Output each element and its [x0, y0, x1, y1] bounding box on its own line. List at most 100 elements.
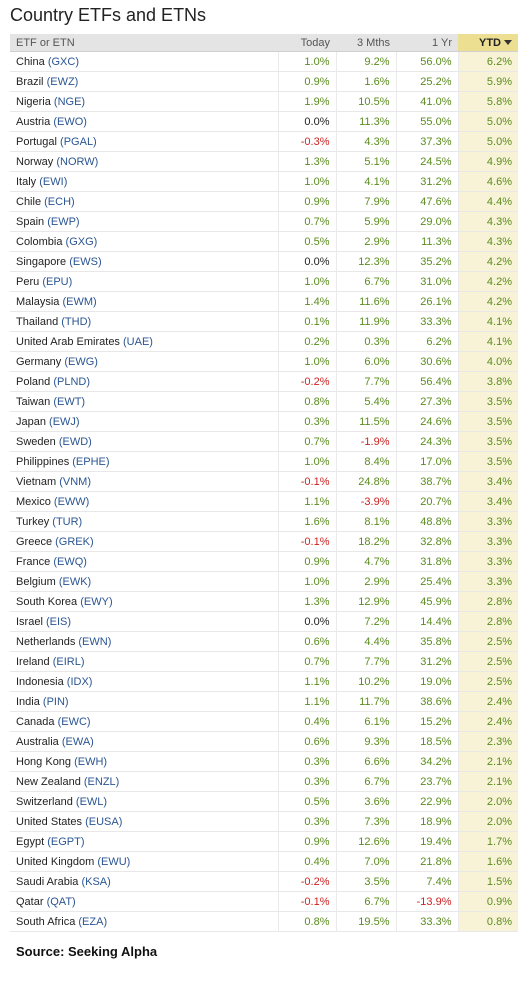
ticker-link[interactable]: (EWN): [78, 635, 112, 648]
ticker-link[interactable]: (EWS): [69, 255, 102, 268]
table-row[interactable]: New Zealand (ENZL) 0.3% 6.7% 23.7% 2.1%: [10, 771, 518, 792]
ticker-link[interactable]: (EWY): [80, 595, 113, 608]
table-row[interactable]: Spain (EWP) 0.7% 5.9% 29.0% 4.3%: [10, 211, 518, 232]
table-row[interactable]: Canada (EWC) 0.4% 6.1% 15.2% 2.4%: [10, 711, 518, 732]
table-row[interactable]: Malaysia (EWM) 1.4% 11.6% 26.1% 4.2%: [10, 291, 518, 312]
table-row[interactable]: Hong Kong (EWH) 0.3% 6.6% 34.2% 2.1%: [10, 751, 518, 772]
ticker-link[interactable]: (EWT): [53, 395, 86, 408]
table-row[interactable]: Chile (ECH) 0.9% 7.9% 47.6% 4.4%: [10, 191, 518, 212]
ticker-link[interactable]: (EWD): [58, 435, 92, 448]
country-name: Austria: [16, 115, 51, 128]
table-row[interactable]: Indonesia (IDX) 1.1% 10.2% 19.0% 2.5%: [10, 671, 518, 692]
ticker-link[interactable]: (PIN): [42, 695, 69, 708]
today-cell: 0.5%: [277, 231, 336, 252]
table-row[interactable]: South Africa (EZA) 0.8% 19.5% 33.3% 0.8%: [10, 911, 518, 932]
table-row[interactable]: France (EWQ) 0.9% 4.7% 31.8% 3.3%: [10, 551, 518, 572]
ticker-link[interactable]: (ENZL): [83, 775, 120, 788]
table-row[interactable]: Saudi Arabia (KSA) -0.2% 3.5% 7.4% 1.5%: [10, 871, 518, 892]
table-row[interactable]: Colombia (GXG) 0.5% 2.9% 11.3% 4.3%: [10, 231, 518, 252]
table-row[interactable]: Singapore (EWS) 0.0% 12.3% 35.2% 4.2%: [10, 251, 518, 272]
ticker-link[interactable]: (UAE): [123, 335, 153, 348]
ticker-link[interactable]: (EIRL): [52, 655, 85, 668]
table-row[interactable]: United Arab Emirates (UAE) 0.2% 0.3% 6.2% 4.…: [10, 331, 518, 352]
ticker-link[interactable]: (EWQ): [53, 555, 87, 568]
ticker-link[interactable]: (EWL): [75, 795, 108, 808]
ticker-link[interactable]: (KSA): [81, 875, 111, 888]
table-row[interactable]: Thailand (THD) 0.1% 11.9% 33.3% 4.1%: [10, 311, 518, 332]
ticker-link[interactable]: (EWU): [97, 855, 131, 868]
table-row[interactable]: United Kingdom (EWU) 0.4% 7.0% 21.8% 1.6%: [10, 851, 518, 872]
table-row[interactable]: Egypt (EGPT) 0.9% 12.6% 19.4% 1.7%: [10, 831, 518, 852]
ticker-link[interactable]: (EWZ): [46, 75, 79, 88]
ticker-link[interactable]: (EZA): [78, 915, 108, 928]
table-row[interactable]: Australia (EWA) 0.6% 9.3% 18.5% 2.3%: [10, 731, 518, 752]
ticker-link[interactable]: (EGPT): [47, 835, 85, 848]
ticker-link[interactable]: (GXC): [47, 55, 79, 68]
ticker-link[interactable]: (EWO): [53, 115, 87, 128]
ticker-link[interactable]: (THD): [61, 315, 92, 328]
country-name: Australia: [16, 735, 59, 748]
table-row[interactable]: Turkey (TUR) 1.6% 8.1% 48.8% 3.3%: [10, 511, 518, 532]
ticker-link[interactable]: (EPHE): [72, 455, 110, 468]
table-row[interactable]: Italy (EWI) 1.0% 4.1% 31.2% 4.6%: [10, 171, 518, 192]
table-row[interactable]: Qatar (QAT) -0.1% 6.7% -13.9% 0.9%: [10, 891, 518, 912]
ticker-link[interactable]: (NORW): [56, 155, 99, 168]
table-row[interactable]: Brazil (EWZ) 0.9% 1.6% 25.2% 5.9%: [10, 71, 518, 92]
table-row[interactable]: Switzerland (EWL) 0.5% 3.6% 22.9% 2.0%: [10, 791, 518, 812]
table-row[interactable]: South Korea (EWY) 1.3% 12.9% 45.9% 2.8%: [10, 591, 518, 612]
table-row[interactable]: Germany (EWG) 1.0% 6.0% 30.6% 4.0%: [10, 351, 518, 372]
table-row[interactable]: Israel (EIS) 0.0% 7.2% 14.4% 2.8%: [10, 611, 518, 632]
ticker-link[interactable]: (EWG): [64, 355, 98, 368]
table-row[interactable]: Ireland (EIRL) 0.7% 7.7% 31.2% 2.5%: [10, 651, 518, 672]
ticker-link[interactable]: (EWA): [61, 735, 94, 748]
1yr-cell: 38.7%: [395, 471, 458, 492]
ticker-link[interactable]: (EWK): [58, 575, 92, 588]
table-row[interactable]: Mexico (EWW) 1.1% -3.9% 20.7% 3.4%: [10, 491, 518, 512]
ticker-link[interactable]: (IDX): [66, 675, 93, 688]
table-row[interactable]: Portugal (PGAL) -0.3% 4.3% 37.3% 5.0%: [10, 131, 518, 152]
table-row[interactable]: Nigeria (NGE) 1.9% 10.5% 41.0% 5.8%: [10, 91, 518, 112]
ticker-link[interactable]: (EUSA): [85, 815, 123, 828]
table-row[interactable]: Greece (GREK) -0.1% 18.2% 32.8% 3.3%: [10, 531, 518, 552]
ticker-link[interactable]: (EPU): [42, 275, 73, 288]
ticker-link[interactable]: (GXG): [65, 235, 98, 248]
ticker-link[interactable]: (EWP): [47, 215, 80, 228]
table-row[interactable]: Philippines (EPHE) 1.0% 8.4% 17.0% 3.5%: [10, 451, 518, 472]
ticker-link[interactable]: (PGAL): [60, 135, 97, 148]
table-row[interactable]: Netherlands (EWN) 0.6% 4.4% 35.8% 2.5%: [10, 631, 518, 652]
table-row[interactable]: Japan (EWJ) 0.3% 11.5% 24.6% 3.5%: [10, 411, 518, 432]
column-header-etf[interactable]: ETF or ETN: [10, 34, 278, 52]
ticker-link[interactable]: (GREK): [55, 535, 94, 548]
column-header-ytd[interactable]: YTD: [458, 34, 518, 52]
ticker-link[interactable]: (EWM): [62, 295, 97, 308]
ticker-link[interactable]: (NGE): [53, 95, 86, 108]
table-row[interactable]: Taiwan (EWT) 0.8% 5.4% 27.3% 3.5%: [10, 391, 518, 412]
ticker-link[interactable]: (PLND): [53, 375, 90, 388]
table-row[interactable]: Sweden (EWD) 0.7% -1.9% 24.3% 3.5%: [10, 431, 518, 452]
table-row[interactable]: Belgium (EWK) 1.0% 2.9% 25.4% 3.3%: [10, 571, 518, 592]
column-header-3mths[interactable]: 3 Mths: [336, 34, 396, 52]
ticker-link[interactable]: (EWW): [53, 495, 90, 508]
ticker-link[interactable]: (ECH): [44, 195, 75, 208]
column-header-1yr[interactable]: 1 Yr: [396, 34, 458, 52]
table-row[interactable]: Peru (EPU) 1.0% 6.7% 31.0% 4.2%: [10, 271, 518, 292]
ticker-link[interactable]: (QAT): [46, 895, 76, 908]
table-row[interactable]: India (PIN) 1.1% 11.7% 38.6% 2.4%: [10, 691, 518, 712]
today-cell: -0.1%: [277, 891, 336, 912]
table-row[interactable]: China (GXC) 1.0% 9.2% 56.0% 6.2%: [10, 51, 518, 72]
ticker-link[interactable]: (EWC): [57, 715, 91, 728]
table-row[interactable]: Austria (EWO) 0.0% 11.3% 55.0% 5.0%: [10, 111, 518, 132]
ticker-link[interactable]: (EIS): [45, 615, 72, 628]
ticker-link[interactable]: (TUR): [52, 515, 83, 528]
table-row[interactable]: Poland (PLND) -0.2% 7.7% 56.4% 3.8%: [10, 371, 518, 392]
ticker-link[interactable]: (VNM): [59, 475, 91, 488]
3mths-cell: 1.6%: [335, 71, 396, 92]
ticker-link[interactable]: (EWI): [39, 175, 68, 188]
ticker-link[interactable]: (EWJ): [49, 415, 80, 428]
ticker-link[interactable]: (EWH): [74, 755, 108, 768]
table-row[interactable]: Vietnam (VNM) -0.1% 24.8% 38.7% 3.4%: [10, 471, 518, 492]
table-row[interactable]: Norway (NORW) 1.3% 5.1% 24.5% 4.9%: [10, 151, 518, 172]
column-header-today[interactable]: Today: [278, 34, 336, 52]
ytd-cell: 2.8%: [457, 591, 518, 612]
table-row[interactable]: United States (EUSA) 0.3% 7.3% 18.9% 2.0%: [10, 811, 518, 832]
